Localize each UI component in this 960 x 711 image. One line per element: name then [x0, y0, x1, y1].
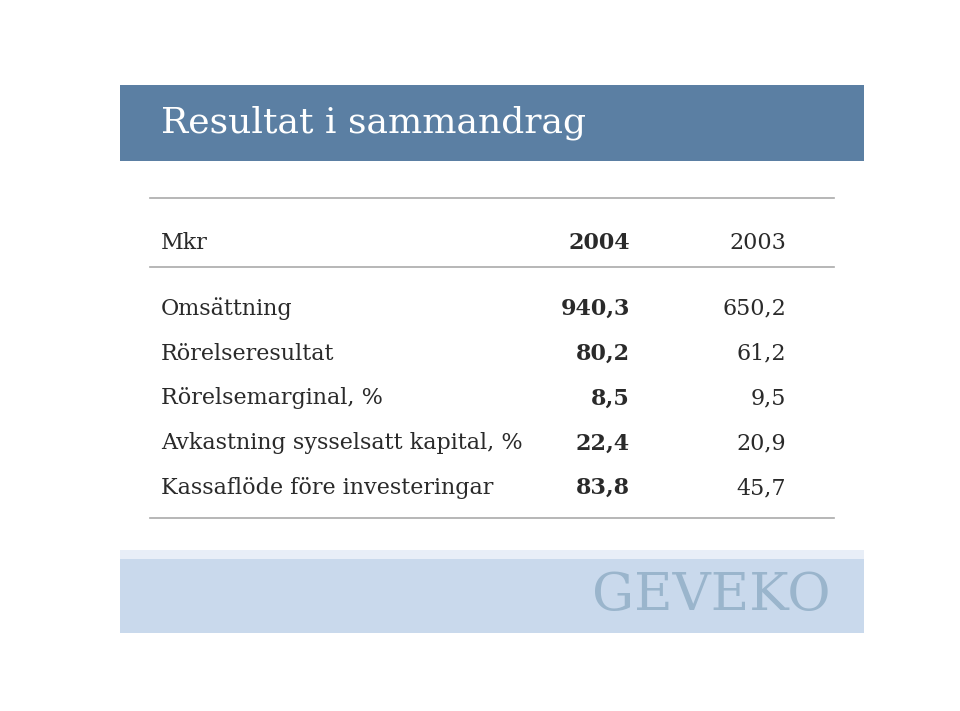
Text: 80,2: 80,2: [575, 343, 630, 365]
Text: 20,9: 20,9: [736, 432, 786, 454]
Text: 2003: 2003: [729, 232, 786, 254]
Text: 22,4: 22,4: [575, 432, 630, 454]
Text: 9,5: 9,5: [751, 387, 786, 410]
Text: Omsättning: Omsättning: [161, 297, 293, 320]
Text: GEVEKO: GEVEKO: [592, 570, 830, 621]
Text: 8,5: 8,5: [591, 387, 630, 410]
FancyBboxPatch shape: [120, 550, 864, 633]
Text: Rörelsemarginal, %: Rörelsemarginal, %: [161, 387, 383, 410]
Text: 940,3: 940,3: [561, 298, 630, 320]
FancyBboxPatch shape: [120, 85, 864, 161]
Text: Avkastning sysselsatt kapital, %: Avkastning sysselsatt kapital, %: [161, 432, 522, 454]
Text: Mkr: Mkr: [161, 232, 207, 254]
Text: 650,2: 650,2: [722, 298, 786, 320]
Text: Resultat i sammandrag: Resultat i sammandrag: [161, 106, 586, 140]
Text: Kassaflöde före investeringar: Kassaflöde före investeringar: [161, 477, 493, 499]
FancyBboxPatch shape: [120, 550, 864, 560]
Text: 2004: 2004: [568, 232, 630, 254]
Text: 61,2: 61,2: [736, 343, 786, 365]
Text: 83,8: 83,8: [575, 477, 630, 499]
Text: 45,7: 45,7: [736, 477, 786, 499]
Text: Rörelseresultat: Rörelseresultat: [161, 343, 334, 365]
